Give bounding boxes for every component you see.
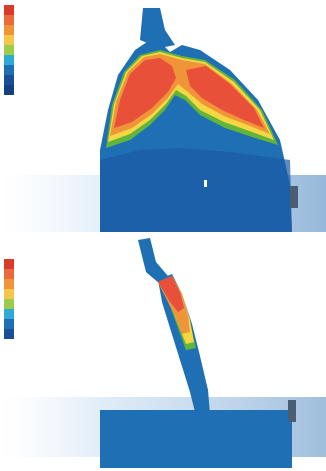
right-fixture xyxy=(288,400,296,422)
stream-red xyxy=(158,276,184,312)
legend-swatch xyxy=(4,269,14,279)
pile-red-left xyxy=(114,58,176,128)
legend-swatch xyxy=(4,309,14,319)
bottom-contour-plot xyxy=(0,238,326,468)
legend-swatch xyxy=(4,85,14,95)
legend-swatch xyxy=(4,75,14,85)
stream-blue xyxy=(158,274,210,416)
bottom-legend xyxy=(4,256,74,339)
legend-swatch xyxy=(4,329,14,339)
chute-blue xyxy=(140,8,175,48)
legend-swatch xyxy=(4,319,14,329)
legend-swatch xyxy=(4,15,14,25)
legend-swatch xyxy=(4,299,14,309)
legend-swatch xyxy=(4,25,14,35)
center-marker xyxy=(204,180,207,187)
legend-swatch xyxy=(4,65,14,75)
top-simulation-panel xyxy=(0,0,326,232)
legend-swatch xyxy=(4,259,14,269)
right-fixture xyxy=(290,186,298,208)
legend-swatch xyxy=(4,55,14,65)
pile-red-right xyxy=(186,66,264,128)
top-contour-plot xyxy=(0,8,326,232)
bottom-simulation-panel xyxy=(0,232,326,471)
top-legend xyxy=(4,2,74,95)
legend-swatch xyxy=(4,45,14,55)
top-legend-bar xyxy=(4,5,14,95)
pile-lower-dark xyxy=(100,148,292,232)
chute-blue xyxy=(138,238,168,284)
legend-swatch xyxy=(4,5,14,15)
base-slab xyxy=(100,410,292,468)
legend-swatch xyxy=(4,279,14,289)
bottom-legend-bar xyxy=(4,259,14,339)
legend-swatch xyxy=(4,289,14,299)
legend-swatch xyxy=(4,35,14,45)
